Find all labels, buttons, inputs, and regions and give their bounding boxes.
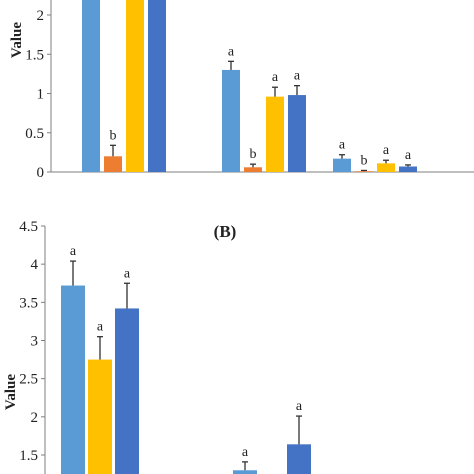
significance-label: a xyxy=(339,138,346,153)
significance-label: a xyxy=(228,44,235,59)
bar xyxy=(287,444,311,474)
bar xyxy=(148,0,166,172)
bar xyxy=(377,163,395,172)
y-tick-label: 4 xyxy=(31,257,39,273)
significance-label: a xyxy=(405,148,412,163)
y-tick-label: 3.5 xyxy=(19,295,38,311)
y-tick-label: 1.5 xyxy=(25,47,44,63)
significance-label: a xyxy=(294,69,301,84)
bar xyxy=(115,308,139,474)
bar xyxy=(82,0,100,172)
y-tick-label: 1.5 xyxy=(19,448,38,464)
y-tick-label: 4.5 xyxy=(19,219,38,235)
y-tick-label: 0 xyxy=(37,165,45,181)
y-tick-label: 2 xyxy=(37,8,45,24)
y-tick-label: 1 xyxy=(37,87,45,103)
panel-b-y-axis-label: Value xyxy=(3,374,19,410)
significance-label: b xyxy=(250,147,257,162)
significance-label: a xyxy=(383,143,390,158)
bar xyxy=(399,166,417,172)
bar xyxy=(244,167,262,172)
significance-label: b xyxy=(361,153,368,168)
bar xyxy=(333,158,351,172)
bar xyxy=(88,359,112,474)
bar xyxy=(233,470,257,474)
y-tick-label: 3 xyxy=(31,334,39,350)
chart-panel-b: (B) Value 1.5 2 2.5 3 3.5 4 4.5 a a a a a xyxy=(3,219,311,474)
significance-label: a xyxy=(70,244,77,259)
significance-label: b xyxy=(110,128,117,143)
significance-label: a xyxy=(242,445,249,460)
significance-label: a xyxy=(296,399,303,414)
bar xyxy=(266,96,284,172)
significance-label: a xyxy=(124,266,131,281)
significance-label: a xyxy=(97,320,104,335)
panel-a-y-axis-label: Value xyxy=(9,22,25,58)
bar xyxy=(104,156,122,172)
bar xyxy=(222,69,240,172)
bar xyxy=(126,0,144,172)
panel-b-label: (B) xyxy=(214,222,237,241)
bar xyxy=(288,95,306,172)
y-tick-label: 2 xyxy=(31,410,39,426)
bar xyxy=(61,285,85,474)
significance-label: a xyxy=(272,70,279,85)
y-tick-label: 2.5 xyxy=(19,372,38,388)
y-tick-label: 0.5 xyxy=(25,126,44,142)
bar xyxy=(355,171,373,172)
